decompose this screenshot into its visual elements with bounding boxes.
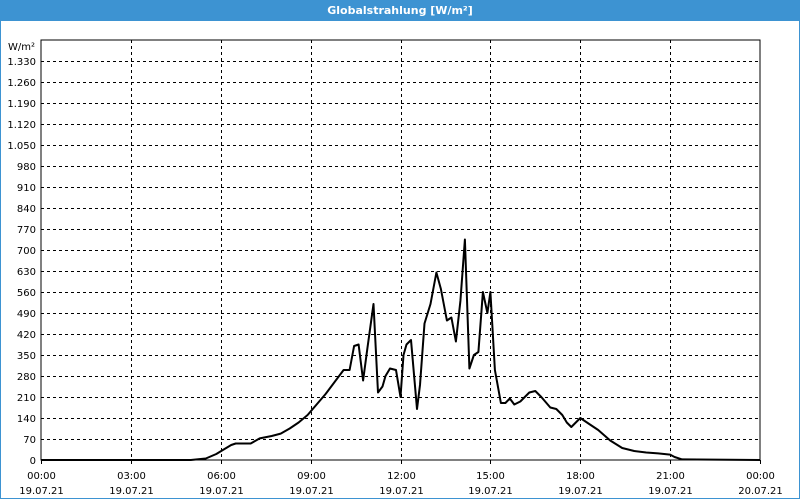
x-tick-date: 19.07.21 [468,486,513,497]
x-tick-date: 20.07.21 [738,486,783,497]
x-axis: 00:00 19.07.21 03:00 19.07.21 06:00 19.07.21 0… [19,460,783,497]
x-tick-time: 15:00 [476,471,505,482]
y-tick-label: 1.260 [7,78,36,89]
y-tick-label: 1.120 [7,120,36,131]
x-tick-time: 21:00 [656,471,685,482]
x-tick-time: 06:00 [207,471,236,482]
y-tick-label: 1.050 [7,141,36,152]
y-tick-label: 770 [17,225,36,236]
y-tick-label: 490 [17,309,36,320]
x-tick-time: 03:00 [117,471,146,482]
y-tick-label: 280 [17,372,36,383]
y-tick-label: 980 [17,162,36,173]
y-tick-label: 0 [30,456,36,467]
x-tick-time: 09:00 [297,471,326,482]
x-tick-date: 19.07.21 [19,486,64,497]
y-tick-label: 70 [23,435,36,446]
x-tick-time: 18:00 [566,471,595,482]
y-tick-label: 1.330 [7,57,36,68]
y-tick-label: 1.190 [7,99,36,110]
y-tick-label: 140 [17,414,36,425]
y-tick-label: 350 [17,351,36,362]
y-tick-label: 630 [17,267,36,278]
series-line [41,238,761,461]
x-tick-date: 19.07.21 [289,486,334,497]
x-tick-date: 19.07.21 [558,486,603,497]
y-axis: 0 70 140 210 280 350 420 490 560 630 700 770 840 910 9… [7,57,36,467]
x-tick-date: 19.07.21 [199,486,244,497]
y-tick-label: 210 [17,393,36,404]
y-tick-label: 560 [17,288,36,299]
x-tick-time: 00:00 [746,471,775,482]
y-tick-label: 420 [17,330,36,341]
x-tick-date: 19.07.21 [109,486,154,497]
y-tick-label: 840 [17,204,36,215]
x-tick-time: 00:00 [27,471,56,482]
y-axis-label: W/m² [8,42,35,53]
y-tick-label: 700 [17,246,36,257]
x-tick-date: 19.07.21 [648,486,693,497]
chart-title: Globalstrahlung [W/m²] [0,0,800,21]
y-tick-label: 910 [17,183,36,194]
x-tick-date: 19.07.21 [379,486,424,497]
x-tick-time: 12:00 [387,471,416,482]
